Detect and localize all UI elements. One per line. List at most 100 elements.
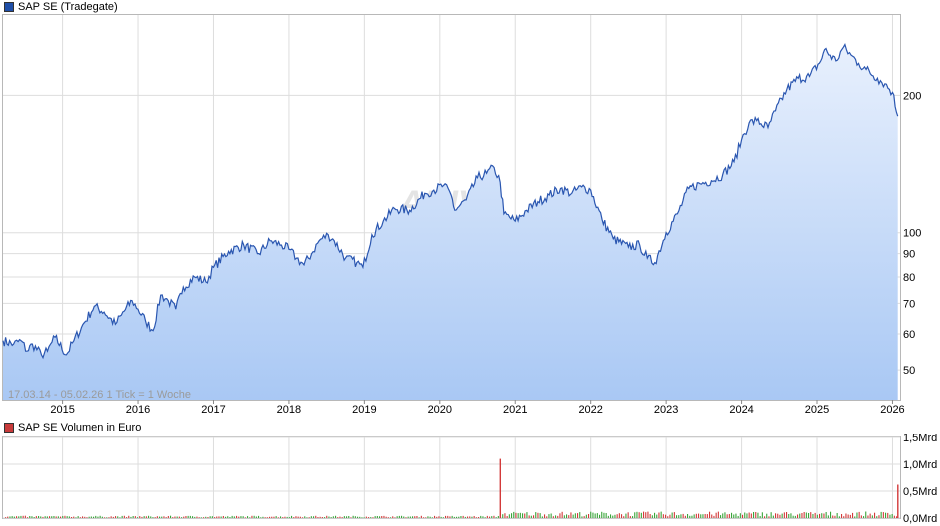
volume-bar [495,517,497,518]
volume-bar [640,512,642,518]
volume-bar [16,516,18,518]
volume-bar [603,512,605,518]
volume-bar [161,516,163,518]
volume-bar [29,516,31,518]
volume-bar [750,513,752,518]
volume-bar [291,515,293,518]
volume-bar [623,516,625,518]
volume-bar [552,516,554,518]
volume-bar [726,514,728,518]
volume-bar [11,516,13,518]
volume-bar [471,516,473,518]
volume-bar [709,511,711,518]
volume-bar [299,516,301,518]
volume-bar [548,514,550,518]
volume-bar [374,516,376,518]
volume-bar [343,516,345,518]
volume-bar [557,515,559,518]
volume-bar [823,513,825,518]
volume-bar [684,515,686,518]
volume-bar [445,515,447,518]
info-text: 17.03.14 - 05.02.26 1 Tick = 1 Woche [8,389,191,401]
volume-bar [761,512,763,518]
volume-bar [759,516,761,518]
volume-bar [874,512,876,518]
volume-bar [559,513,561,518]
volume-bar [167,516,169,518]
volume-bar [854,516,856,518]
volume-bar [574,513,576,518]
volume-bar [187,515,189,518]
volume-bar [79,517,81,518]
volume-bar [537,512,539,518]
volume-bar [467,516,469,518]
volume-bar [887,512,889,518]
volume-bar [766,513,768,518]
volume-bar [154,517,156,518]
volume-bar [700,514,702,518]
volume-bar [568,515,570,518]
volume-bar [671,512,673,518]
volume-bar [812,514,814,518]
volume-bar [658,512,660,518]
volume-bar [145,516,147,518]
volume-frame [2,436,901,519]
volume-bar [715,512,717,518]
volume-bar [753,512,755,518]
volume-bar [526,512,528,518]
volume-bar [163,516,165,518]
volume-bar [770,512,772,518]
volume-bar [194,516,196,518]
x-tick-label: 2015 [50,404,74,416]
volume-bar [429,516,431,518]
volume-bar [453,516,455,518]
volume-bar [799,513,801,518]
volume-bar [64,515,66,518]
volume-bar [13,516,15,518]
volume-bar [601,511,603,518]
volume-bar [394,517,396,518]
volume-bar [847,514,849,518]
volume-bar [183,516,185,518]
volume-bar [361,517,363,518]
volume-bar [484,517,486,518]
volume-bar [858,511,860,518]
volume-bar [702,514,704,518]
volume-bar [511,513,513,518]
volume-bar [581,516,583,518]
volume-bar [724,512,726,518]
price-area [3,44,898,400]
volume-bar [196,516,198,518]
volume-bar [172,517,174,518]
volume-bar [381,516,383,518]
volume-y-tick-label: 1,0Mrd [903,459,937,471]
volume-bar [284,516,286,518]
volume-bar [324,517,326,518]
volume-bar [427,516,429,518]
volume-bar [99,515,101,518]
volume-bar [264,517,266,518]
volume-bar [781,513,783,518]
volume-bar [473,516,475,518]
volume-bar [218,516,220,518]
volume-bar [691,515,693,518]
volume-bar [9,516,11,518]
volume-bar [42,516,44,518]
volume-bar [860,515,862,518]
volume-bar [757,512,759,518]
volume-bar [372,517,374,518]
volume-bar [117,516,119,518]
volume-bar [876,516,878,518]
volume-bar [112,516,114,518]
x-tick-label: 2017 [201,404,225,416]
y-tick-label: 70 [903,298,915,310]
volume-bar [418,517,420,518]
volume-bar [330,517,332,518]
volume-legend-swatch [4,422,14,433]
volume-bar [555,515,557,518]
volume-bar [132,516,134,518]
volume-bar [317,517,319,518]
volume-y-tick-label: 0,5Mrd [903,486,937,498]
volume-bar [832,515,834,518]
volume-bar [143,516,145,518]
